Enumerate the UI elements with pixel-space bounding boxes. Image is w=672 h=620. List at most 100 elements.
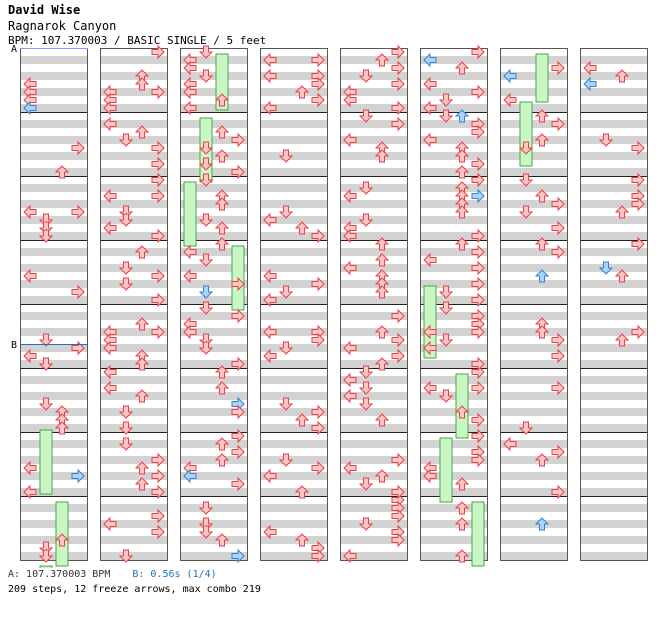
right-arrow-icon [471,260,485,276]
down-arrow-icon [358,477,374,491]
right-arrow-icon [471,84,485,100]
left-arrow-icon [423,132,437,148]
right-arrow-icon [231,132,245,148]
right-arrow-icon [231,308,245,324]
up-arrow-icon [134,77,150,91]
row-stripe [180,488,248,496]
row-stripe [20,56,88,64]
down-arrow-icon [38,229,54,243]
song-title: Ragnarok Canyon [8,19,117,33]
row-stripe [580,456,648,464]
right-arrow-icon [551,116,565,132]
row-stripe [100,296,168,304]
row-stripe [260,184,328,192]
row-stripe [420,344,488,352]
chart-column-border [580,48,648,561]
up-arrow-icon [214,453,230,467]
row-stripe [180,440,248,448]
left-arrow-icon [503,92,517,108]
right-arrow-icon [151,324,165,340]
row-stripe [20,88,88,96]
right-arrow-icon [151,484,165,500]
footer-legend: A: 107.370003 BPM B: 0.56s (1/4) [8,569,217,580]
row-stripe [420,408,488,416]
left-arrow-icon [423,76,437,92]
row-stripe [180,456,248,464]
freeze-arrow-body [215,53,229,111]
right-arrow-icon [391,60,405,76]
row-stripe [340,536,408,544]
row-stripe [260,264,328,272]
row-stripe [20,200,88,208]
row-stripe [20,424,88,432]
row-stripe [100,472,168,480]
right-arrow-icon [391,508,405,524]
row-stripe [260,152,328,160]
left-arrow-icon [343,260,357,276]
up-arrow-icon [534,109,550,123]
left-arrow-icon [183,324,197,340]
up-arrow-icon [454,149,470,163]
artist-name: David Wise [8,3,81,17]
down-arrow-icon [38,333,54,347]
row-stripe [180,296,248,304]
right-arrow-icon [471,380,485,396]
row-stripe [340,152,408,160]
right-arrow-icon [311,276,325,292]
down-arrow-icon [278,285,294,299]
row-stripe [20,104,88,112]
up-arrow-icon [374,285,390,299]
row-stripe [180,248,248,256]
up-arrow-icon [614,333,630,347]
row-stripe [260,408,328,416]
row-stripe [420,456,488,464]
row-stripe [420,328,488,336]
up-arrow-icon [454,477,470,491]
up-arrow-icon [54,421,70,435]
row-stripe [580,168,648,176]
right-arrow-icon [471,412,485,428]
row-stripe [100,248,168,256]
left-arrow-icon [183,100,197,116]
row-stripe [500,248,568,256]
left-arrow-icon [103,188,117,204]
row-stripe [260,72,328,80]
row-stripe [500,56,568,64]
row-stripe [20,456,88,464]
right-arrow-icon [231,548,245,564]
row-stripe [100,328,168,336]
row-stripe [340,440,408,448]
right-arrow-icon [631,196,645,212]
row-stripe [100,392,168,400]
up-arrow-icon [214,437,230,451]
left-arrow-icon [183,60,197,76]
down-arrow-icon [38,397,54,411]
row-stripe [500,296,568,304]
up-arrow-icon [454,109,470,123]
left-arrow-icon [343,340,357,356]
up-arrow-icon [294,533,310,547]
left-arrow-icon [343,548,357,564]
freeze-arrow-body [519,101,533,167]
row-stripe [500,168,568,176]
row-stripe [100,360,168,368]
right-arrow-icon [391,116,405,132]
up-arrow-icon [534,189,550,203]
right-arrow-icon [151,268,165,284]
row-stripe [500,504,568,512]
row-stripe [100,424,168,432]
right-arrow-icon [151,508,165,524]
up-arrow-icon [454,405,470,419]
left-arrow-icon [103,100,117,116]
row-stripe [340,504,408,512]
row-stripe [180,136,248,144]
right-arrow-icon [471,356,485,372]
up-arrow-icon [214,381,230,395]
down-arrow-icon [198,341,214,355]
row-stripe [500,152,568,160]
row-stripe [340,344,408,352]
row-stripe [580,488,648,496]
row-stripe [340,488,408,496]
row-stripe [20,72,88,80]
down-arrow-icon [198,253,214,267]
